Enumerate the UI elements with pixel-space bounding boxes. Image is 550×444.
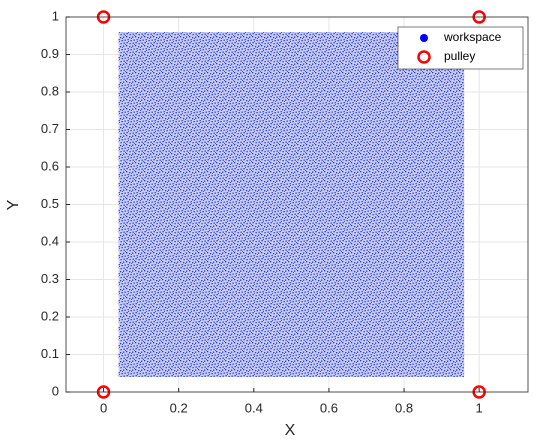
y-tick-label: 0.5	[41, 196, 59, 211]
y-tick-label: 0.8	[41, 83, 59, 98]
legend-box	[397, 26, 524, 70]
y-tick-label: 0.3	[41, 271, 59, 286]
x-tick-label: 0.4	[245, 400, 263, 415]
legend-symbol	[417, 50, 431, 64]
x-tick-label: 0.8	[395, 400, 413, 415]
y-tick-label: 0.2	[41, 308, 59, 323]
legend-label: workspace	[443, 30, 502, 44]
y-tick-label: 0.1	[41, 346, 59, 361]
y-axis-label: Y	[5, 199, 22, 210]
x-tick-label: 0.2	[170, 400, 188, 415]
y-tick-label: 0.6	[41, 158, 59, 173]
y-tick-label: 1	[52, 8, 59, 23]
y-tick-label: 0	[52, 383, 59, 398]
legend-label: pulley	[444, 49, 475, 63]
legend-symbol	[420, 34, 428, 42]
x-tick-label: 0	[100, 400, 107, 415]
x-axis-label: X	[285, 422, 296, 439]
y-tick-label: 0.9	[41, 46, 59, 61]
workspace-region	[118, 32, 465, 377]
y-tick-label: 0.7	[41, 121, 59, 136]
x-tick-label: 1	[476, 400, 483, 415]
y-tick-label: 0.4	[41, 233, 59, 248]
axes-box	[65, 16, 529, 393]
x-tick-label: 0.6	[320, 400, 338, 415]
